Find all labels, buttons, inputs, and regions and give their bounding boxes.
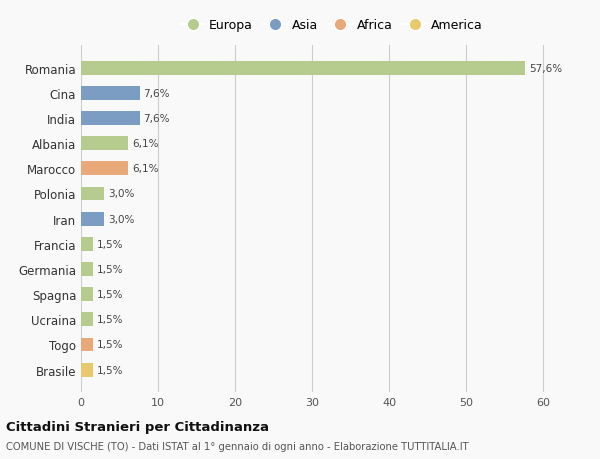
Text: 1,5%: 1,5% — [97, 314, 123, 325]
Text: 7,6%: 7,6% — [143, 114, 170, 124]
Bar — [81, 237, 92, 251]
Text: 1,5%: 1,5% — [97, 340, 123, 350]
Bar — [81, 62, 525, 75]
Text: 7,6%: 7,6% — [143, 89, 170, 99]
Bar — [81, 87, 140, 101]
Bar — [81, 187, 104, 201]
Text: 6,1%: 6,1% — [132, 139, 158, 149]
Bar — [81, 212, 104, 226]
Legend: Europa, Asia, Africa, America: Europa, Asia, Africa, America — [175, 14, 488, 37]
Text: 1,5%: 1,5% — [97, 290, 123, 299]
Bar — [81, 313, 92, 326]
Bar — [81, 162, 128, 176]
Bar — [81, 137, 128, 151]
Text: 6,1%: 6,1% — [132, 164, 158, 174]
Bar — [81, 288, 92, 302]
Text: 1,5%: 1,5% — [97, 239, 123, 249]
Text: COMUNE DI VISCHE (TO) - Dati ISTAT al 1° gennaio di ogni anno - Elaborazione TUT: COMUNE DI VISCHE (TO) - Dati ISTAT al 1°… — [6, 441, 469, 451]
Text: 1,5%: 1,5% — [97, 365, 123, 375]
Bar — [81, 112, 140, 126]
Bar — [81, 363, 92, 377]
Text: 3,0%: 3,0% — [108, 214, 134, 224]
Text: Cittadini Stranieri per Cittadinanza: Cittadini Stranieri per Cittadinanza — [6, 420, 269, 434]
Bar — [81, 338, 92, 352]
Text: 57,6%: 57,6% — [529, 63, 562, 73]
Text: 3,0%: 3,0% — [108, 189, 134, 199]
Bar — [81, 263, 92, 276]
Text: 1,5%: 1,5% — [97, 264, 123, 274]
